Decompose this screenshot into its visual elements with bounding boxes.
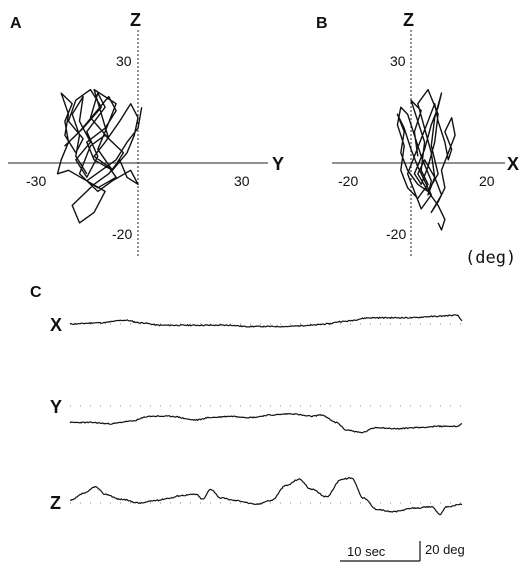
panel-b-x-label: X [507, 154, 519, 174]
panel-c: C X Y Z 10 sec 20 deg [30, 284, 465, 562]
panel-a-ytick-bottom: -20 [112, 226, 132, 242]
panel-b-xtick-right: 20 [479, 173, 495, 189]
panel-c-letter: C [30, 284, 42, 301]
unit-label: (deg) [465, 248, 516, 268]
panel-a-letter: A [10, 15, 22, 32]
trace-x-label: X [50, 315, 62, 335]
trace-y-line [69, 412, 463, 434]
panel-b-ytick-top: 30 [390, 53, 406, 69]
panel-b-z-label: Z [403, 10, 414, 30]
scale-bar-time-label: 10 sec [347, 544, 386, 559]
panel-a-xtick-right: 30 [234, 173, 250, 189]
panel-b: B Z X 30 -20 -20 20 (deg) [316, 10, 519, 268]
panel-a-y-label: Y [272, 154, 284, 174]
trace-x-line [69, 314, 463, 328]
scale-bar: 10 sec 20 deg [340, 541, 465, 562]
panel-a-xtick-left: -30 [26, 173, 46, 189]
panel-b-trajectory [396, 88, 456, 231]
panel-b-ytick-bottom: -20 [386, 226, 406, 242]
panel-a-ytick-top: 30 [116, 53, 132, 69]
panel-a-trajectory [56, 88, 143, 224]
trace-z-line [70, 477, 463, 516]
scale-bar-amp-label: 20 deg [425, 542, 465, 557]
trace-z-label: Z [50, 493, 61, 513]
panel-a: A Z Y 30 -20 -30 30 [8, 10, 284, 258]
panel-b-letter: B [316, 15, 328, 32]
panel-b-xtick-left: -20 [338, 173, 358, 189]
panel-a-z-label: Z [130, 10, 141, 30]
trace-y-label: Y [50, 397, 62, 417]
